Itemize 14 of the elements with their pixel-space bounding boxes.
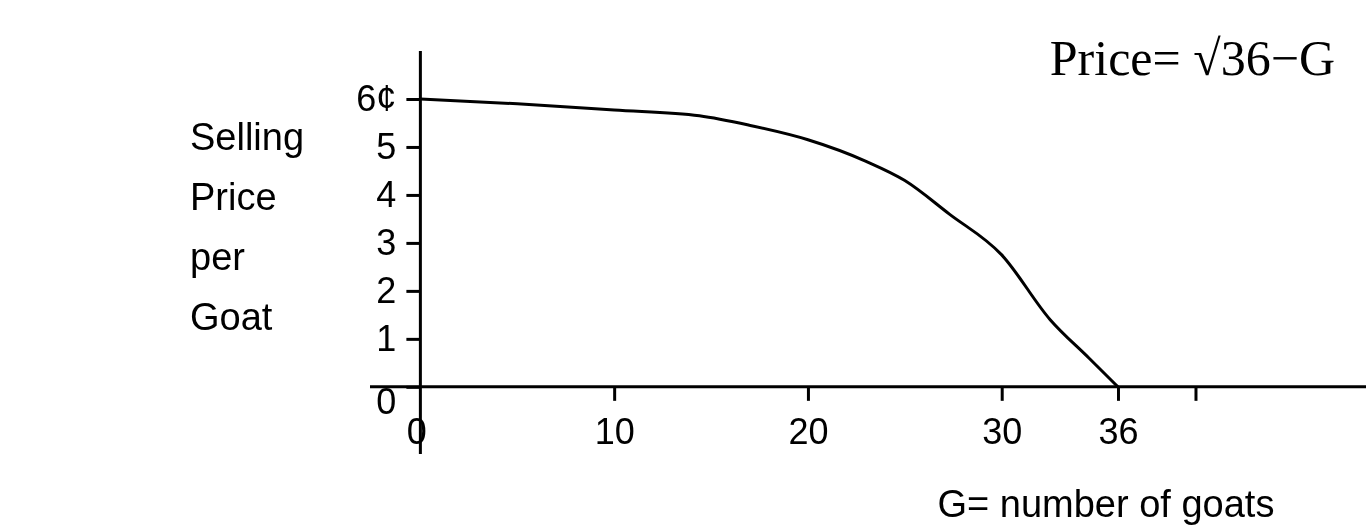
x-tick-label: 30 xyxy=(982,411,1023,453)
y-tick-label: 1 xyxy=(376,317,397,359)
y-tick-label: 4 xyxy=(376,173,397,215)
y-tick-label: 5 xyxy=(376,125,397,167)
y-tick-label: 6¢ xyxy=(356,78,397,119)
y-tick-label: 0 xyxy=(376,381,397,423)
x-axis-title: G= number of goats xyxy=(937,483,1275,525)
y-axis-title: Selling Price per Goat xyxy=(190,116,305,338)
y-tick-label: 3 xyxy=(376,221,397,263)
x-tick-label: 10 xyxy=(594,411,635,453)
x-tick-label: 36 xyxy=(1098,411,1139,453)
annotation: Price= √36−G xyxy=(1049,30,1335,86)
y-tick-label: 2 xyxy=(376,269,397,311)
x-tick-label: 20 xyxy=(788,411,829,453)
